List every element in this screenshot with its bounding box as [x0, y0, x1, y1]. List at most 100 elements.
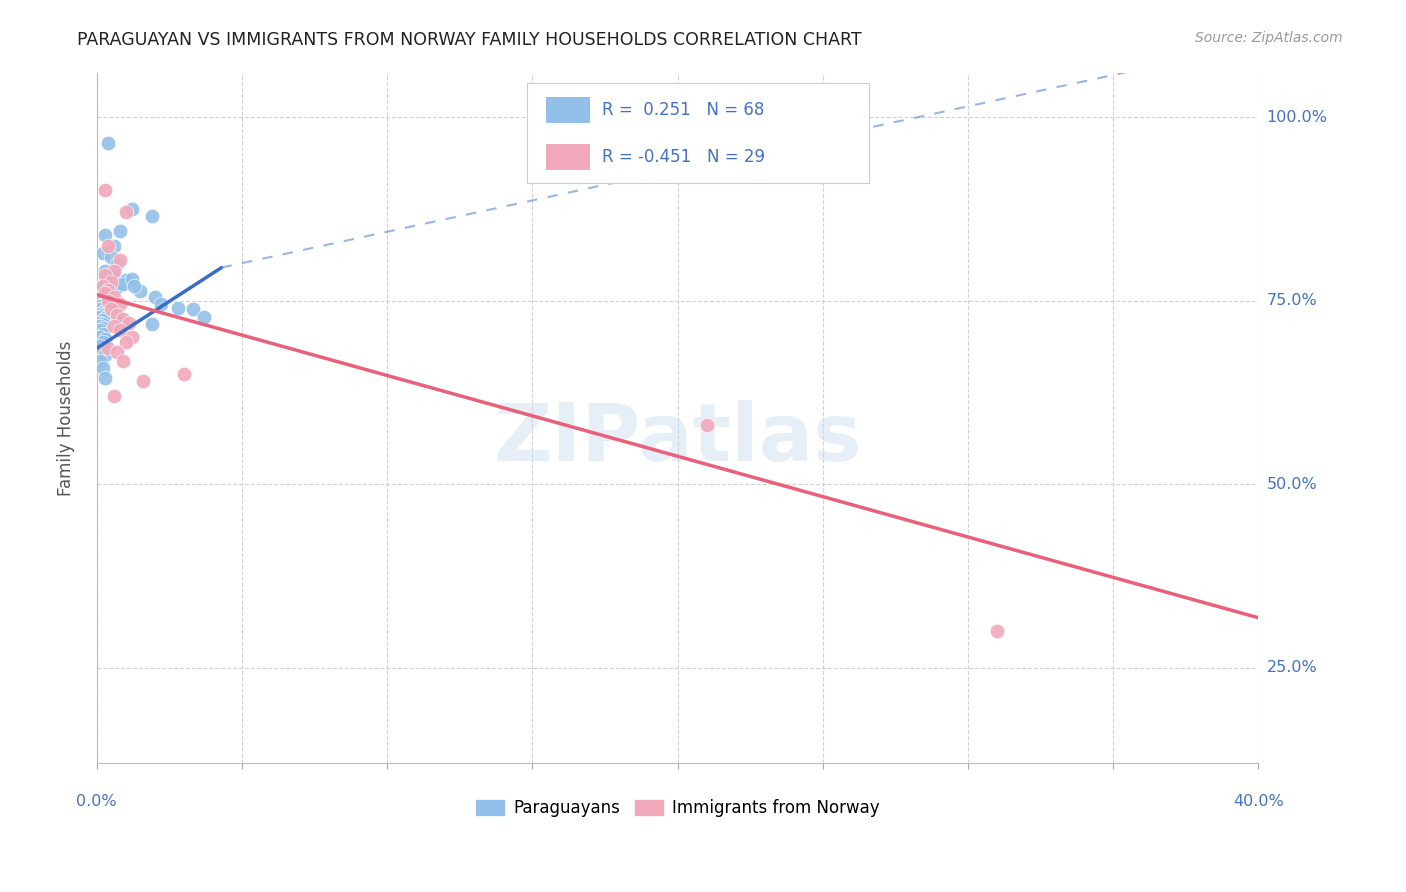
Point	[100, 275, 122, 289]
Point	[91, 245, 114, 260]
Point	[103, 268, 125, 282]
Point	[97, 293, 120, 308]
Point	[94, 275, 117, 289]
Text: 50.0%: 50.0%	[1267, 476, 1317, 491]
Point	[124, 279, 146, 293]
Text: Source: ZipAtlas.com: Source: ZipAtlas.com	[1195, 31, 1343, 45]
Point	[108, 253, 131, 268]
Point	[97, 341, 120, 355]
Point	[94, 303, 117, 318]
Point	[121, 330, 143, 344]
Point	[91, 308, 114, 322]
Point	[89, 288, 111, 302]
Point	[89, 319, 111, 334]
Point	[91, 279, 114, 293]
Point	[91, 286, 114, 301]
Point	[89, 339, 111, 353]
Text: R = -0.451   N = 29: R = -0.451 N = 29	[602, 148, 765, 166]
Point	[94, 348, 117, 362]
Point	[100, 277, 122, 292]
Point	[108, 224, 131, 238]
Point	[103, 319, 125, 334]
Point	[89, 323, 111, 337]
Point	[108, 323, 131, 337]
Point	[91, 326, 114, 341]
Point	[94, 286, 117, 301]
Point	[100, 250, 122, 264]
Point	[111, 277, 134, 292]
Point	[91, 321, 114, 335]
Point	[696, 418, 718, 433]
Point	[97, 295, 120, 310]
Point	[89, 292, 111, 306]
Point	[111, 312, 134, 326]
Point	[89, 295, 111, 310]
Point	[181, 302, 204, 317]
Point	[91, 335, 114, 350]
Point	[89, 307, 111, 321]
Point	[103, 238, 125, 252]
FancyBboxPatch shape	[547, 97, 591, 123]
Point	[97, 238, 120, 252]
Point	[141, 209, 163, 223]
Text: 40.0%: 40.0%	[1233, 794, 1284, 809]
Point	[94, 370, 117, 384]
Point	[103, 389, 125, 403]
Point	[129, 284, 152, 298]
Point	[89, 330, 111, 344]
Point	[111, 353, 134, 368]
Y-axis label: Family Households: Family Households	[58, 341, 75, 496]
Text: 25.0%: 25.0%	[1267, 660, 1317, 675]
Point	[97, 268, 120, 282]
Point	[94, 311, 117, 326]
Point	[143, 290, 166, 304]
Point	[132, 375, 155, 389]
Point	[100, 302, 122, 317]
Point	[141, 317, 163, 331]
Text: PARAGUAYAN VS IMMIGRANTS FROM NORWAY FAMILY HOUSEHOLDS CORRELATION CHART: PARAGUAYAN VS IMMIGRANTS FROM NORWAY FAM…	[77, 31, 862, 49]
Point	[94, 184, 117, 198]
Point	[89, 302, 111, 317]
Point	[91, 343, 114, 358]
Point	[91, 305, 114, 319]
Text: R =  0.251   N = 68: R = 0.251 N = 68	[602, 101, 765, 119]
Text: 75.0%: 75.0%	[1267, 293, 1317, 308]
Point	[114, 273, 136, 287]
Point	[91, 317, 114, 331]
Point	[94, 227, 117, 242]
Point	[94, 287, 117, 301]
Point	[94, 333, 117, 347]
Point	[91, 301, 114, 315]
Point	[105, 345, 128, 359]
Point	[105, 308, 128, 322]
Legend: Paraguayans, Immigrants from Norway: Paraguayans, Immigrants from Norway	[468, 792, 886, 824]
Point	[97, 136, 120, 150]
Text: 100.0%: 100.0%	[1267, 110, 1327, 125]
Point	[94, 268, 117, 282]
Point	[105, 257, 128, 271]
Point	[97, 283, 120, 297]
Point	[94, 291, 117, 305]
Point	[193, 310, 215, 324]
Point	[91, 293, 114, 308]
Point	[103, 264, 125, 278]
Point	[89, 353, 111, 368]
Point	[94, 299, 117, 313]
Point	[91, 289, 114, 303]
Point	[114, 205, 136, 219]
Point	[103, 290, 125, 304]
Point	[89, 316, 111, 330]
Point	[89, 300, 111, 314]
Point	[91, 312, 114, 326]
Point	[108, 297, 131, 311]
FancyBboxPatch shape	[547, 144, 591, 169]
Point	[91, 279, 114, 293]
Point	[94, 283, 117, 297]
Point	[103, 273, 125, 287]
Point	[167, 301, 190, 315]
Point	[89, 280, 111, 294]
Text: 0.0%: 0.0%	[76, 794, 117, 809]
Point	[121, 202, 143, 216]
Point	[91, 297, 114, 311]
Point	[91, 361, 114, 376]
